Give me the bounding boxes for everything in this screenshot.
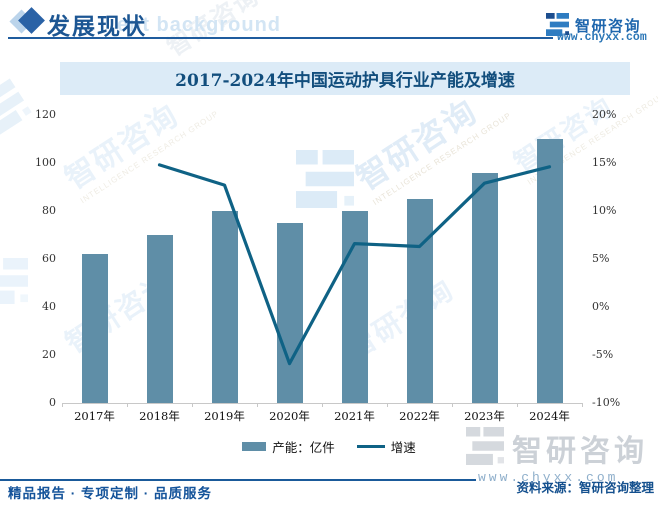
x-axis-label: 2017年	[74, 409, 115, 423]
x-axis-label: 2021年	[334, 409, 375, 423]
legend-line-label: 增速	[390, 440, 416, 455]
capacity-bar	[471, 172, 498, 403]
y-axis-left-tick: 20	[42, 348, 56, 361]
capacity-bar	[276, 223, 303, 403]
x-axis-tick	[322, 403, 323, 407]
y-axis-left-tick: 0	[49, 396, 56, 409]
brand-logo-icon[interactable]	[546, 13, 569, 41]
header-rule	[8, 37, 553, 39]
x-axis-label: 2024年	[529, 409, 570, 423]
data-source-note: 资料来源：智研咨询整理	[516, 480, 654, 495]
footer-rule	[0, 479, 476, 481]
brand-website-link[interactable]: www.chyxx.com	[557, 31, 647, 44]
x-axis-tick	[517, 403, 518, 407]
brand-name[interactable]: 智研咨询	[575, 18, 642, 35]
y-axis-right-tick: -5%	[592, 348, 614, 361]
y-axis-right-tick: 0%	[592, 300, 610, 313]
x-axis-tick	[582, 403, 583, 407]
y-axis-right-tick: 10%	[592, 204, 617, 217]
x-axis-label: 2020年	[269, 409, 310, 423]
y-axis-left-tick: 60	[42, 252, 56, 265]
y-axis-left-tick: 120	[35, 108, 56, 121]
y-axis-right-tick: 20%	[592, 108, 617, 121]
x-axis-label: 2018年	[139, 409, 180, 423]
chart-title: 2017-2024年中国运动护具行业产能及增速	[175, 71, 515, 91]
x-axis-label: 2023年	[464, 409, 505, 423]
capacity-bar	[341, 211, 368, 403]
chart-legend: 产能：亿件 增速	[0, 437, 658, 456]
y-axis-right-tick: -10%	[592, 396, 621, 409]
legend-bar-swatch-icon	[242, 442, 267, 451]
section-title: 发展现状	[47, 13, 147, 40]
legend-line-swatch-icon	[356, 445, 385, 448]
y-axis-left-tick: 40	[42, 300, 56, 313]
x-axis-tick	[387, 403, 388, 407]
capacity-bar	[81, 254, 108, 403]
legend-item-capacity: 产能：亿件	[242, 437, 335, 456]
legend-item-growth: 增速	[356, 437, 416, 456]
capacity-bar	[406, 199, 433, 403]
chart-title-banner: 2017-2024年中国运动护具行业产能及增速	[60, 62, 630, 95]
y-axis-left-tick: 100	[35, 156, 56, 169]
x-axis-label: 2019年	[204, 409, 245, 423]
x-axis-tick	[257, 403, 258, 407]
legend-bar-label: 产能：亿件	[272, 440, 335, 455]
capacity-bar	[211, 211, 238, 403]
y-axis-right-tick: 15%	[592, 156, 617, 169]
header-watermark-text: ent background	[117, 14, 282, 36]
x-axis-tick	[127, 403, 128, 407]
x-axis-tick	[192, 403, 193, 407]
y-axis-right-tick: 5%	[592, 252, 610, 265]
x-axis-label: 2022年	[399, 409, 440, 423]
capacity-bar	[536, 139, 563, 403]
x-axis-tick	[62, 403, 63, 407]
x-axis-tick	[452, 403, 453, 407]
y-axis-left-tick: 80	[42, 204, 56, 217]
footer-tagline: 精品报告 · 专项定制 · 品质服务	[8, 486, 212, 501]
capacity-bar	[146, 235, 173, 403]
